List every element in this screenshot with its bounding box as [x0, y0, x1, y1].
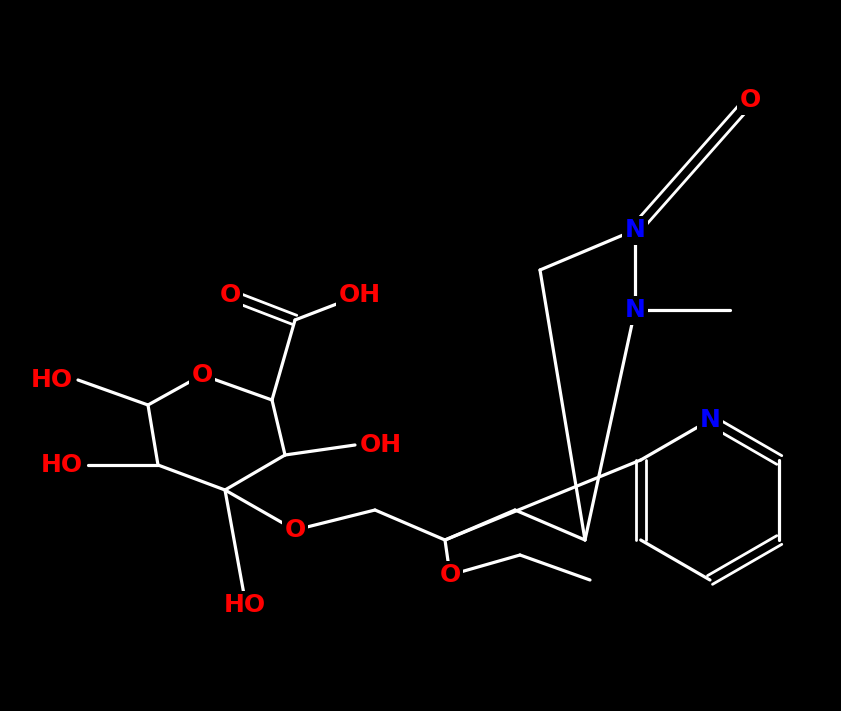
Text: N: N: [700, 408, 721, 432]
Text: OH: OH: [360, 433, 402, 457]
Text: OH: OH: [339, 283, 381, 307]
Text: O: O: [284, 518, 305, 542]
Text: N: N: [625, 218, 645, 242]
Text: N: N: [625, 298, 645, 322]
Text: O: O: [439, 563, 461, 587]
Text: HO: HO: [31, 368, 73, 392]
Text: O: O: [220, 283, 241, 307]
Text: O: O: [192, 363, 213, 387]
Text: HO: HO: [41, 453, 83, 477]
Text: HO: HO: [224, 593, 266, 617]
Text: O: O: [739, 88, 760, 112]
